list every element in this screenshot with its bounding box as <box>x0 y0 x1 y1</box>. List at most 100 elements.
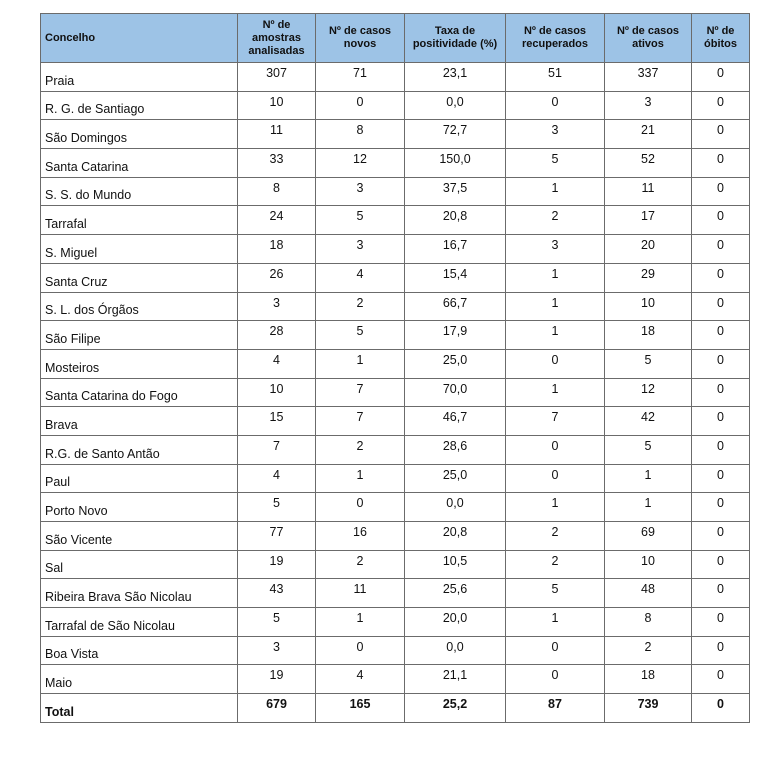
cell-amostras: 28 <box>237 320 316 350</box>
header-concelho: Concelho <box>40 13 238 63</box>
cell-recuperados: 1 <box>505 492 605 522</box>
cell-amostras: 8 <box>237 176 316 207</box>
table-row: Sal 19 2 10,5 2 10 0 <box>40 549 750 580</box>
cell-amostras: 19 <box>237 664 316 695</box>
cell-amostras: 10 <box>237 377 316 408</box>
table-row: Paul 4 1 25,0 0 1 0 <box>40 463 750 494</box>
cell-obitos: 0 <box>691 320 750 350</box>
cell-casos-novos: 165 <box>315 693 405 723</box>
cell-amostras: 679 <box>237 693 316 723</box>
cell-casos-novos: 8 <box>315 119 405 150</box>
cell-recuperados: 0 <box>505 434 605 465</box>
cell-concelho: R. G. de Santiago <box>40 90 238 121</box>
cell-taxa: 0,0 <box>404 90 506 121</box>
cell-ativos: 17 <box>604 205 692 236</box>
table-row: Brava 15 7 46,7 7 42 0 <box>40 406 750 436</box>
cell-recuperados: 0 <box>505 348 605 379</box>
cell-recuperados: 1 <box>505 291 605 322</box>
cell-obitos: 0 <box>691 90 750 121</box>
cell-ativos: 8 <box>604 607 692 637</box>
cell-ativos: 29 <box>604 262 692 293</box>
cell-casos-novos: 1 <box>315 607 405 637</box>
cell-obitos: 0 <box>691 291 750 322</box>
cell-recuperados: 87 <box>505 693 605 723</box>
header-taxa-positividade: Taxa de positividade (%) <box>404 13 506 63</box>
cell-recuperados: 1 <box>505 607 605 637</box>
cell-casos-novos: 0 <box>315 492 405 522</box>
cell-obitos: 0 <box>691 262 750 293</box>
cell-concelho: Mosteiros <box>40 348 238 379</box>
cell-obitos: 0 <box>691 578 750 609</box>
table-row: São Domingos 11 8 72,7 3 21 0 <box>40 119 750 150</box>
table-body: Praia 307 71 23,1 51 337 0 R. G. de Santiago 10 0… <box>40 62 750 723</box>
cell-ativos: 52 <box>604 148 692 178</box>
cell-casos-novos: 3 <box>315 234 405 264</box>
cell-recuperados: 1 <box>505 377 605 408</box>
table-row: Praia 307 71 23,1 51 337 0 <box>40 62 750 92</box>
cell-recuperados: 3 <box>505 234 605 264</box>
cell-casos-novos: 12 <box>315 148 405 178</box>
cell-taxa: 37,5 <box>404 176 506 207</box>
cell-obitos: 0 <box>691 664 750 695</box>
cell-taxa: 70,0 <box>404 377 506 408</box>
cell-obitos: 0 <box>691 521 750 551</box>
cell-obitos: 0 <box>691 492 750 522</box>
cell-amostras: 26 <box>237 262 316 293</box>
cell-taxa: 25,0 <box>404 348 506 379</box>
cell-ativos: 11 <box>604 176 692 207</box>
cell-concelho: Maio <box>40 664 238 695</box>
cell-recuperados: 51 <box>505 62 605 92</box>
cell-taxa: 25,2 <box>404 693 506 723</box>
cell-obitos: 0 <box>691 693 750 723</box>
cell-ativos: 10 <box>604 291 692 322</box>
cell-concelho: Total <box>40 693 238 723</box>
cell-obitos: 0 <box>691 406 750 436</box>
cell-casos-novos: 0 <box>315 90 405 121</box>
cell-taxa: 25,6 <box>404 578 506 609</box>
table-row: São Vicente 77 16 20,8 2 69 0 <box>40 521 750 551</box>
table-row: São Filipe 28 5 17,9 1 18 0 <box>40 320 750 350</box>
table-row: S. L. dos Órgãos 3 2 66,7 1 10 0 <box>40 291 750 322</box>
cell-taxa: 0,0 <box>404 635 506 666</box>
cell-taxa: 20,8 <box>404 521 506 551</box>
cell-amostras: 7 <box>237 434 316 465</box>
cell-concelho: Sal <box>40 549 238 580</box>
cell-concelho: Santa Cruz <box>40 262 238 293</box>
cell-casos-novos: 1 <box>315 463 405 494</box>
cell-taxa: 20,8 <box>404 205 506 236</box>
cell-taxa: 17,9 <box>404 320 506 350</box>
covid-cases-table: Concelho Nº de amostras analisadas Nº de… <box>40 13 750 723</box>
cell-ativos: 1 <box>604 463 692 494</box>
cell-recuperados: 2 <box>505 521 605 551</box>
cell-casos-novos: 4 <box>315 262 405 293</box>
table-row: Porto Novo 5 0 0,0 1 1 0 <box>40 492 750 522</box>
cell-taxa: 72,7 <box>404 119 506 150</box>
table-row: R.G. de Santo Antão 7 2 28,6 0 5 0 <box>40 434 750 465</box>
table-row: Boa Vista 3 0 0,0 0 2 0 <box>40 635 750 666</box>
cell-obitos: 0 <box>691 119 750 150</box>
cell-taxa: 25,0 <box>404 463 506 494</box>
cell-recuperados: 0 <box>505 90 605 121</box>
header-amostras: Nº de amostras analisadas <box>237 13 316 63</box>
cell-casos-novos: 7 <box>315 377 405 408</box>
cell-concelho: Santa Catarina <box>40 148 238 178</box>
cell-casos-novos: 4 <box>315 664 405 695</box>
cell-concelho: R.G. de Santo Antão <box>40 434 238 465</box>
cell-amostras: 33 <box>237 148 316 178</box>
cell-recuperados: 7 <box>505 406 605 436</box>
cell-taxa: 15,4 <box>404 262 506 293</box>
cell-amostras: 11 <box>237 119 316 150</box>
table-row: Maio 19 4 21,1 0 18 0 <box>40 664 750 695</box>
cell-ativos: 69 <box>604 521 692 551</box>
cell-ativos: 10 <box>604 549 692 580</box>
cell-taxa: 21,1 <box>404 664 506 695</box>
cell-concelho: Tarrafal de São Nicolau <box>40 607 238 637</box>
cell-taxa: 16,7 <box>404 234 506 264</box>
cell-amostras: 3 <box>237 635 316 666</box>
cell-recuperados: 0 <box>505 664 605 695</box>
cell-taxa: 23,1 <box>404 62 506 92</box>
cell-amostras: 3 <box>237 291 316 322</box>
cell-obitos: 0 <box>691 176 750 207</box>
cell-recuperados: 2 <box>505 205 605 236</box>
cell-obitos: 0 <box>691 607 750 637</box>
